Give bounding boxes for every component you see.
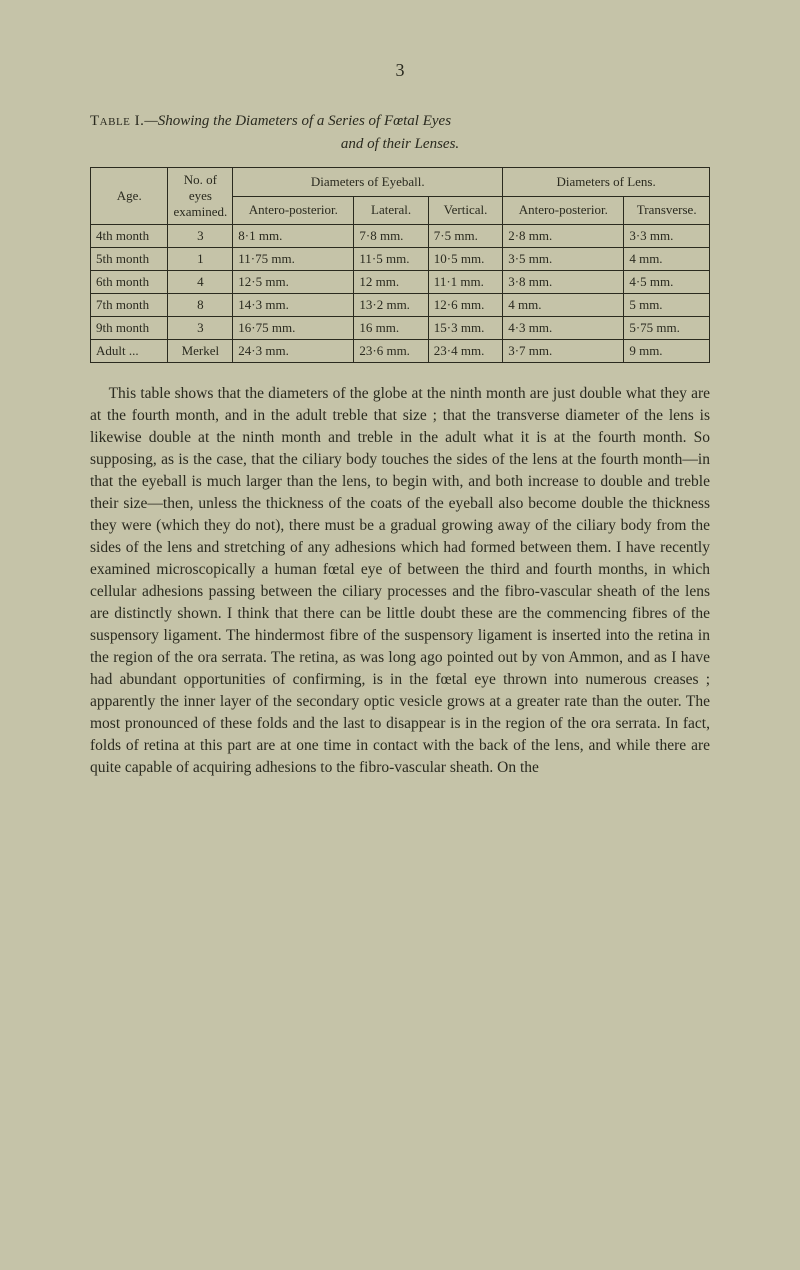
body-paragraph: This table shows that the diameters of t…: [90, 383, 710, 779]
col-lateral: Lateral.: [354, 196, 428, 225]
table-row: Adult ... Merkel 24·3 mm. 23·6 mm. 23·4 …: [91, 340, 710, 363]
col-no-examined: No. of eyes examined.: [168, 168, 233, 225]
col-age: Age.: [91, 168, 168, 225]
table-caption: Table I.—Showing the Diameters of a Seri…: [90, 111, 710, 132]
table-row: 9th month 3 16·75 mm. 16 mm. 15·3 mm. 4·…: [91, 317, 710, 340]
table-caption-sub: and of their Lenses.: [90, 136, 710, 153]
table-row: 5th month 1 11·75 mm. 11·5 mm. 10·5 mm. …: [91, 248, 710, 271]
col-group-eyeball: Diameters of Eyeball.: [233, 168, 503, 197]
table-row: 7th month 8 14·3 mm. 13·2 mm. 12·6 mm. 4…: [91, 294, 710, 317]
col-antero-posterior-lens: Antero-posterior.: [503, 196, 624, 225]
col-antero-posterior: Antero-posterior.: [233, 196, 354, 225]
table-label: Table I.: [90, 113, 144, 129]
col-vertical: Vertical.: [428, 196, 502, 225]
table-body: 4th month 3 8·1 mm. 7·8 mm. 7·5 mm. 2·8 …: [91, 225, 710, 363]
data-table: Age. No. of eyes examined. Diameters of …: [90, 167, 710, 363]
col-group-lens: Diameters of Lens.: [503, 168, 710, 197]
table-row: 6th month 4 12·5 mm. 12 mm. 11·1 mm. 3·8…: [91, 271, 710, 294]
table-row: 4th month 3 8·1 mm. 7·8 mm. 7·5 mm. 2·8 …: [91, 225, 710, 248]
col-transverse: Transverse.: [624, 196, 710, 225]
page-number: 3: [90, 60, 710, 81]
table-caption-text: —Showing the Diameters of a Series of Fœ…: [144, 113, 451, 129]
